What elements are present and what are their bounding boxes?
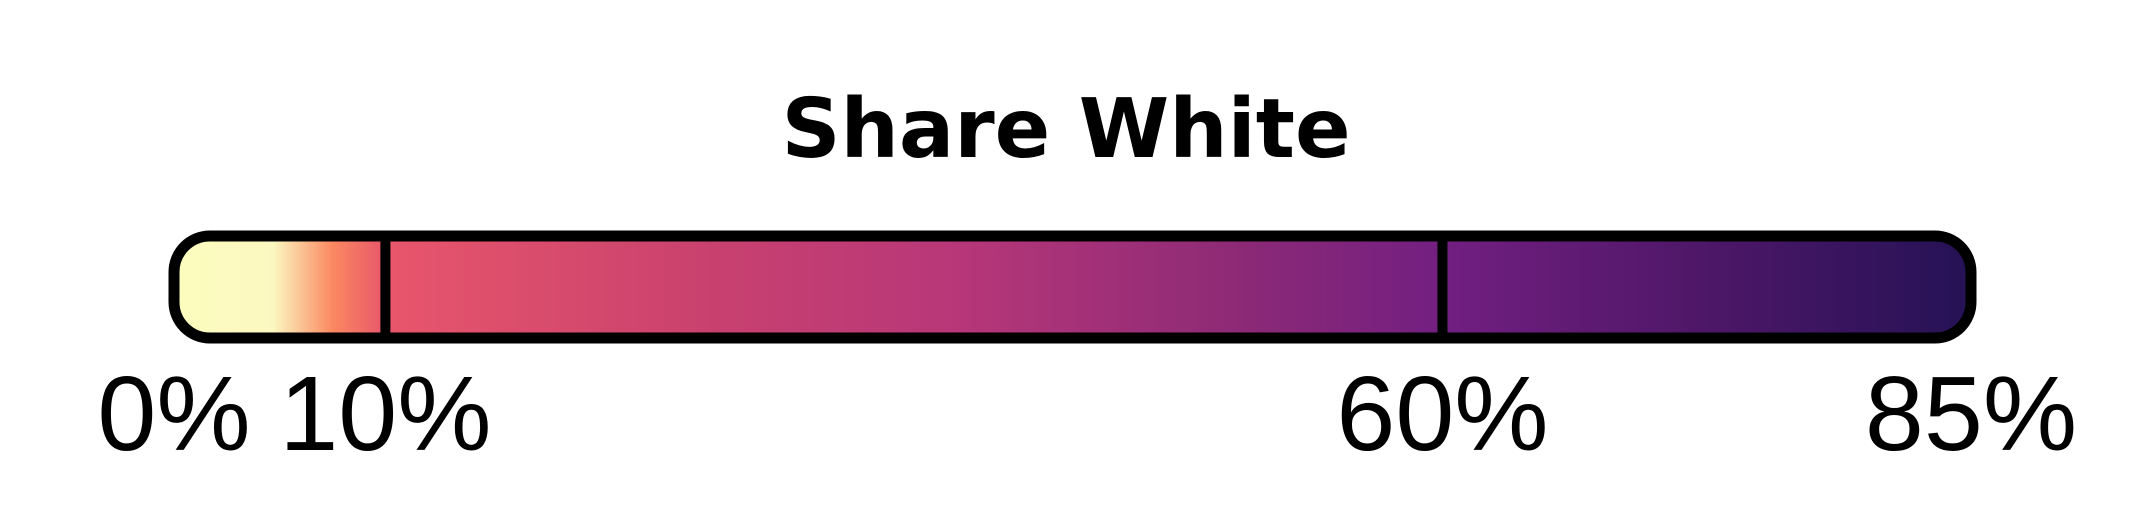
chart-title: Share White [781, 82, 1350, 177]
tick-label-10: 10% [279, 355, 491, 473]
tick-labels: 0% 10% 60% 85% [97, 355, 2077, 473]
tick-label-0: 0% [97, 355, 250, 473]
tick-label-85: 85% [1865, 355, 2077, 473]
colorbar [168, 230, 1977, 344]
tick-label-60: 60% [1336, 355, 1548, 473]
colorbar-gradient [168, 230, 1977, 344]
